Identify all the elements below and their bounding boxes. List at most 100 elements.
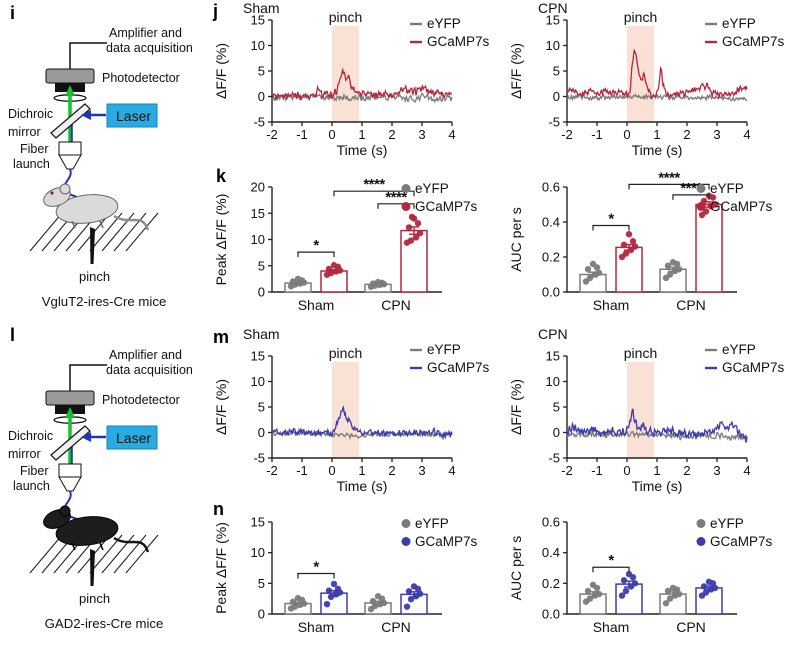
svg-text:20: 20 [251, 180, 265, 195]
svg-text:-5: -5 [548, 115, 560, 130]
pinch-label: pinch [79, 269, 110, 284]
mouse-strain-caption: GAD2-ires-Cre mice [45, 616, 164, 631]
legend-label-GCaMP7s: GCaMP7s [710, 534, 773, 549]
legend-label-eYFP: eYFP [722, 342, 756, 357]
y-axis-label: ΔF/F (%) [508, 43, 524, 99]
fiber-launch-tip-icon [58, 476, 82, 492]
sig-bracket [672, 194, 710, 200]
panel-label-m: m [213, 327, 230, 347]
amplifier-wire [69, 42, 107, 70]
svg-text:5: 5 [258, 64, 265, 79]
svg-text:15: 15 [251, 206, 265, 221]
forceps-icon [90, 227, 95, 264]
fiber-label-line2: launch [13, 157, 50, 171]
photodetector-icon [45, 68, 95, 84]
laser-beam-arrowhead-icon [81, 110, 91, 120]
dichroic-label-line1: Dichroic [8, 429, 53, 443]
svg-text:4: 4 [448, 127, 455, 142]
y-ticks: -5 0 5 10 15 [251, 349, 272, 466]
legend-label-eYFP: eYFP [415, 516, 449, 531]
svg-text:-1: -1 [296, 127, 308, 142]
line-chart-j-cpn: pinch CPN -5 0 5 10 15 -2 -1 0 1 2 3 4 Time (s) ΔF/F (%… [508, 0, 785, 158]
legend-swatch-eYFP [696, 519, 706, 528]
y-ticks: 0.0 0.2 0.4 0.6 [542, 515, 567, 622]
svg-text:-5: -5 [253, 451, 265, 466]
svg-text:10: 10 [251, 232, 265, 247]
svg-text:2: 2 [683, 127, 690, 142]
mouse-eye [50, 191, 54, 195]
sig-label: * [608, 211, 614, 228]
stim-band [627, 362, 654, 458]
mouse-front-paw [71, 542, 76, 551]
svg-text:0: 0 [258, 89, 265, 104]
svg-text:3: 3 [713, 127, 720, 142]
y-ticks: 0 5 10 15 20 [251, 180, 272, 300]
photodetector-label: Photodetector [102, 71, 180, 85]
photometry-schematic-gad2: Amplifier and data acquisition Photodete… [8, 348, 193, 631]
photodetector-label: Photodetector [102, 393, 180, 407]
svg-text:2: 2 [388, 127, 395, 142]
dichroic-mirror-icon [50, 425, 91, 461]
forceps-icon [90, 549, 95, 586]
mouse-illustration [43, 505, 150, 553]
stim-label: pinch [624, 9, 657, 25]
schematic-panel-l: Amplifier and data acquisition Photodete… [0, 322, 210, 644]
chart-title: CPN [538, 326, 568, 342]
fiber-launch-tip-icon [58, 154, 82, 170]
laser-beam-arrowhead-icon [81, 432, 91, 442]
svg-text:5: 5 [553, 64, 560, 79]
x-ticks: -2 -1 0 1 2 3 4 [561, 458, 751, 478]
amplifier-wire [69, 364, 107, 392]
x-ticks: -2 -1 0 1 2 3 4 [266, 122, 456, 142]
svg-text:15: 15 [251, 515, 265, 530]
mouse-body [55, 516, 119, 546]
sig-bracket [592, 224, 630, 231]
group-label-sham: Sham [593, 297, 630, 313]
sig-bracket [297, 572, 335, 579]
svg-text:0: 0 [623, 127, 630, 142]
group-label-cpn: CPN [676, 297, 706, 313]
panel-label-l: l [10, 325, 16, 345]
amplifier-label-line2: data acquisition [106, 363, 193, 377]
bar-CPN-GCaMP7s [695, 203, 723, 293]
legend-label-eYFP: eYFP [710, 516, 744, 531]
sig-bracket [297, 251, 335, 258]
legend-swatch-GCaMP7s [696, 537, 706, 546]
group-label-sham: Sham [298, 297, 335, 313]
svg-text:5: 5 [553, 400, 560, 415]
svg-text:10: 10 [546, 374, 560, 389]
svg-text:3: 3 [418, 463, 425, 478]
sig-label: **** [385, 189, 407, 206]
group-label-sham: Sham [593, 619, 630, 635]
svg-text:10: 10 [546, 38, 560, 53]
sig-label: * [313, 237, 319, 254]
photodetector-icon [45, 390, 95, 406]
stim-label: pinch [329, 345, 362, 361]
svg-text:2: 2 [683, 463, 690, 478]
green-beam-arrowhead-icon [65, 407, 75, 417]
svg-text:0: 0 [258, 607, 265, 622]
mouse-body [55, 194, 119, 224]
legend-label-GCaMP7s: GCaMP7s [722, 360, 785, 375]
panel-label-n: n [213, 499, 224, 519]
series-GCaMP7s [271, 405, 453, 441]
chart-title: CPN [538, 0, 568, 16]
axes [566, 356, 747, 459]
mouse-illustration [43, 183, 150, 231]
x-axis-label: Time (s) [337, 478, 388, 494]
y-axis-label: ΔF/F (%) [213, 43, 229, 99]
schematic-panel-i: Amplifier and data acquisition Photodete… [0, 0, 210, 322]
fiber-label-line1: Fiber [20, 142, 48, 156]
dots-CPN-eYFP [367, 593, 388, 613]
svg-text:0: 0 [258, 285, 265, 300]
svg-text:3: 3 [713, 463, 720, 478]
y-ticks: 0.0 0.2 0.4 0.6 [542, 180, 567, 300]
svg-text:-5: -5 [548, 451, 560, 466]
fiber-launch-icon [58, 141, 82, 156]
mouse-tail [113, 214, 150, 231]
x-ticks: -2 -1 0 1 2 3 4 [561, 122, 751, 142]
sig-bracket [377, 203, 415, 209]
svg-text:0.2: 0.2 [542, 576, 560, 591]
svg-text:-2: -2 [266, 127, 278, 142]
